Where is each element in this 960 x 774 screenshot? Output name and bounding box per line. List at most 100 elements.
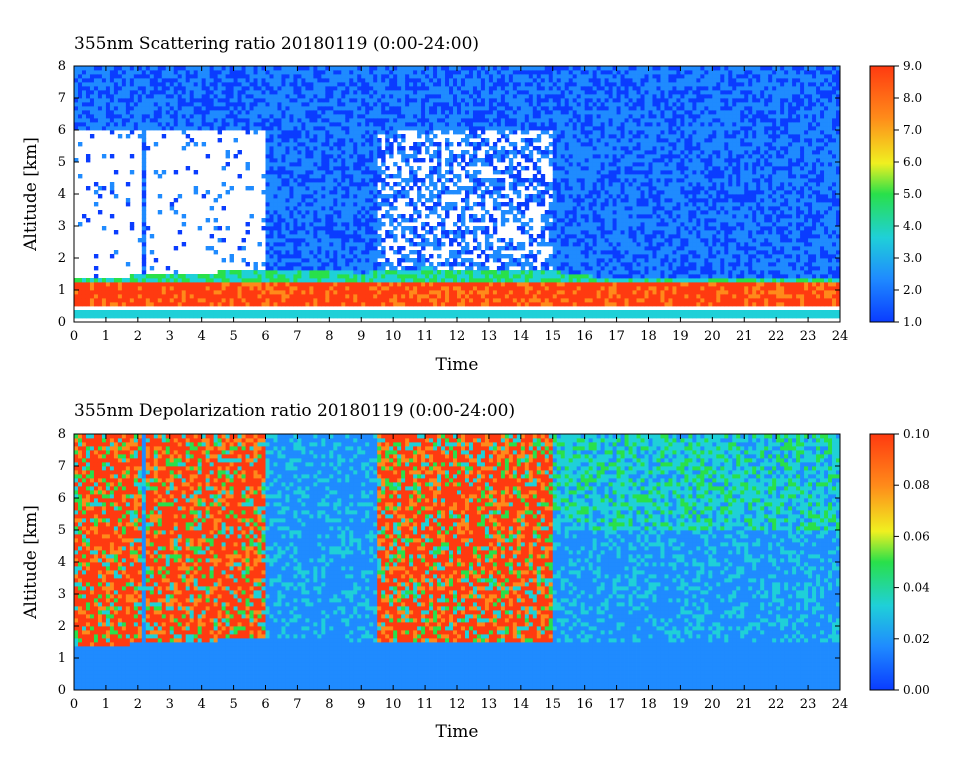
- heatmap-cell: [97, 310, 103, 315]
- heatmap-cell: [169, 114, 175, 119]
- heatmap-cell: [369, 186, 374, 191]
- heatmap-cell: [201, 102, 207, 107]
- heatmap-cell: [484, 90, 490, 95]
- heatmap-cell: [512, 186, 518, 191]
- heatmap-cell: [425, 274, 430, 279]
- heatmap-cell: [321, 142, 326, 147]
- heatmap-cell: [500, 78, 506, 83]
- heatmap-cell: [373, 242, 378, 247]
- heatmap-cell: [345, 218, 350, 223]
- heatmap-cell: [209, 282, 215, 287]
- heatmap-cell: [512, 150, 518, 155]
- heatmap-cell: [269, 134, 274, 139]
- heatmap-cell: [365, 78, 370, 83]
- heatmap-cell: [225, 298, 230, 303]
- heatmap-cell: [460, 154, 466, 159]
- heatmap-cell: [245, 106, 250, 111]
- heatmap-cell: [81, 114, 87, 119]
- heatmap-cell: [209, 70, 215, 75]
- heatmap-cell: [129, 294, 135, 299]
- heatmap-cell: [273, 70, 278, 75]
- heatmap-cell: [265, 110, 270, 115]
- heatmap-cell: [213, 290, 219, 295]
- heatmap-cell: [373, 170, 378, 175]
- heatmap-cell: [301, 110, 306, 115]
- heatmap-cell: [508, 270, 514, 275]
- heatmap-cell: [337, 222, 342, 227]
- heatmap-cell: [221, 102, 226, 107]
- heatmap-cell: [345, 294, 350, 299]
- heatmap-cell: [409, 214, 414, 219]
- heatmap-cell: [361, 90, 366, 95]
- heatmap-cell: [369, 314, 374, 319]
- heatmap-cell: [389, 146, 394, 151]
- heatmap-cell: [532, 290, 538, 295]
- heatmap-cell: [417, 110, 422, 115]
- heatmap-cell: [369, 154, 374, 159]
- heatmap-cell: [504, 122, 510, 127]
- heatmap-cell: [357, 210, 362, 215]
- heatmap-cell: [149, 310, 155, 315]
- heatmap-cell: [421, 182, 426, 187]
- heatmap-cell: [305, 134, 310, 139]
- heatmap-cell: [221, 122, 226, 127]
- heatmap-cell: [329, 106, 334, 111]
- heatmap-cell: [429, 206, 434, 211]
- heatmap-cell: [105, 86, 111, 91]
- heatmap-cell: [492, 298, 498, 303]
- heatmap-cell: [449, 86, 454, 91]
- heatmap-cell: [397, 182, 402, 187]
- heatmap-cell: [429, 290, 434, 295]
- heatmap-cell: [305, 246, 310, 251]
- heatmap-cell: [401, 146, 406, 151]
- heatmap-cell: [181, 274, 187, 279]
- heatmap-cell: [161, 274, 167, 279]
- heatmap-cell: [145, 146, 151, 151]
- heatmap-cell: [285, 138, 290, 143]
- heatmap-cell: [337, 74, 342, 79]
- heatmap-cell: [329, 230, 334, 235]
- heatmap-cell: [369, 178, 374, 183]
- heatmap-cell: [476, 70, 482, 75]
- heatmap-cell: [309, 250, 314, 255]
- heatmap-cell: [205, 298, 211, 303]
- heatmap-cell: [145, 66, 151, 71]
- heatmap-cell: [313, 138, 318, 143]
- heatmap-cell: [476, 186, 482, 191]
- heatmap-cell: [97, 210, 103, 215]
- heatmap-cell: [496, 294, 502, 299]
- heatmap-cell: [74, 86, 79, 91]
- heatmap-cell: [321, 90, 326, 95]
- heatmap-cell: [377, 174, 382, 179]
- heatmap-cell: [141, 234, 147, 239]
- heatmap-cell: [365, 194, 370, 199]
- heatmap-cell: [389, 298, 394, 303]
- heatmap-cell: [225, 114, 230, 119]
- heatmap-cell: [277, 178, 282, 183]
- heatmap-cell: [508, 66, 514, 71]
- heatmap-cell: [309, 150, 314, 155]
- heatmap-cell: [484, 210, 490, 215]
- heatmap-cell: [277, 114, 282, 119]
- heatmap-cell: [281, 166, 286, 171]
- heatmap-cell: [77, 126, 83, 131]
- heatmap-cell: [105, 110, 111, 115]
- heatmap-cell: [353, 78, 358, 83]
- heatmap-cell: [265, 86, 270, 91]
- heatmap-cell: [313, 166, 318, 171]
- heatmap-cell: [437, 310, 442, 315]
- heatmap-cell: [261, 314, 266, 319]
- heatmap-cell: [313, 66, 318, 71]
- heatmap-cell: [425, 82, 430, 87]
- heatmap-cell: [500, 134, 506, 139]
- heatmap-cell: [413, 274, 418, 279]
- heatmap-cell: [89, 106, 95, 111]
- heatmap-cell: [257, 110, 262, 115]
- heatmap-cell: [101, 74, 107, 79]
- heatmap-cell: [457, 242, 462, 247]
- heatmap-cell: [229, 78, 234, 83]
- heatmap-cell: [349, 174, 354, 179]
- heatmap-cell: [393, 78, 398, 83]
- heatmap-cell: [321, 150, 326, 155]
- heatmap-cell: [277, 234, 282, 239]
